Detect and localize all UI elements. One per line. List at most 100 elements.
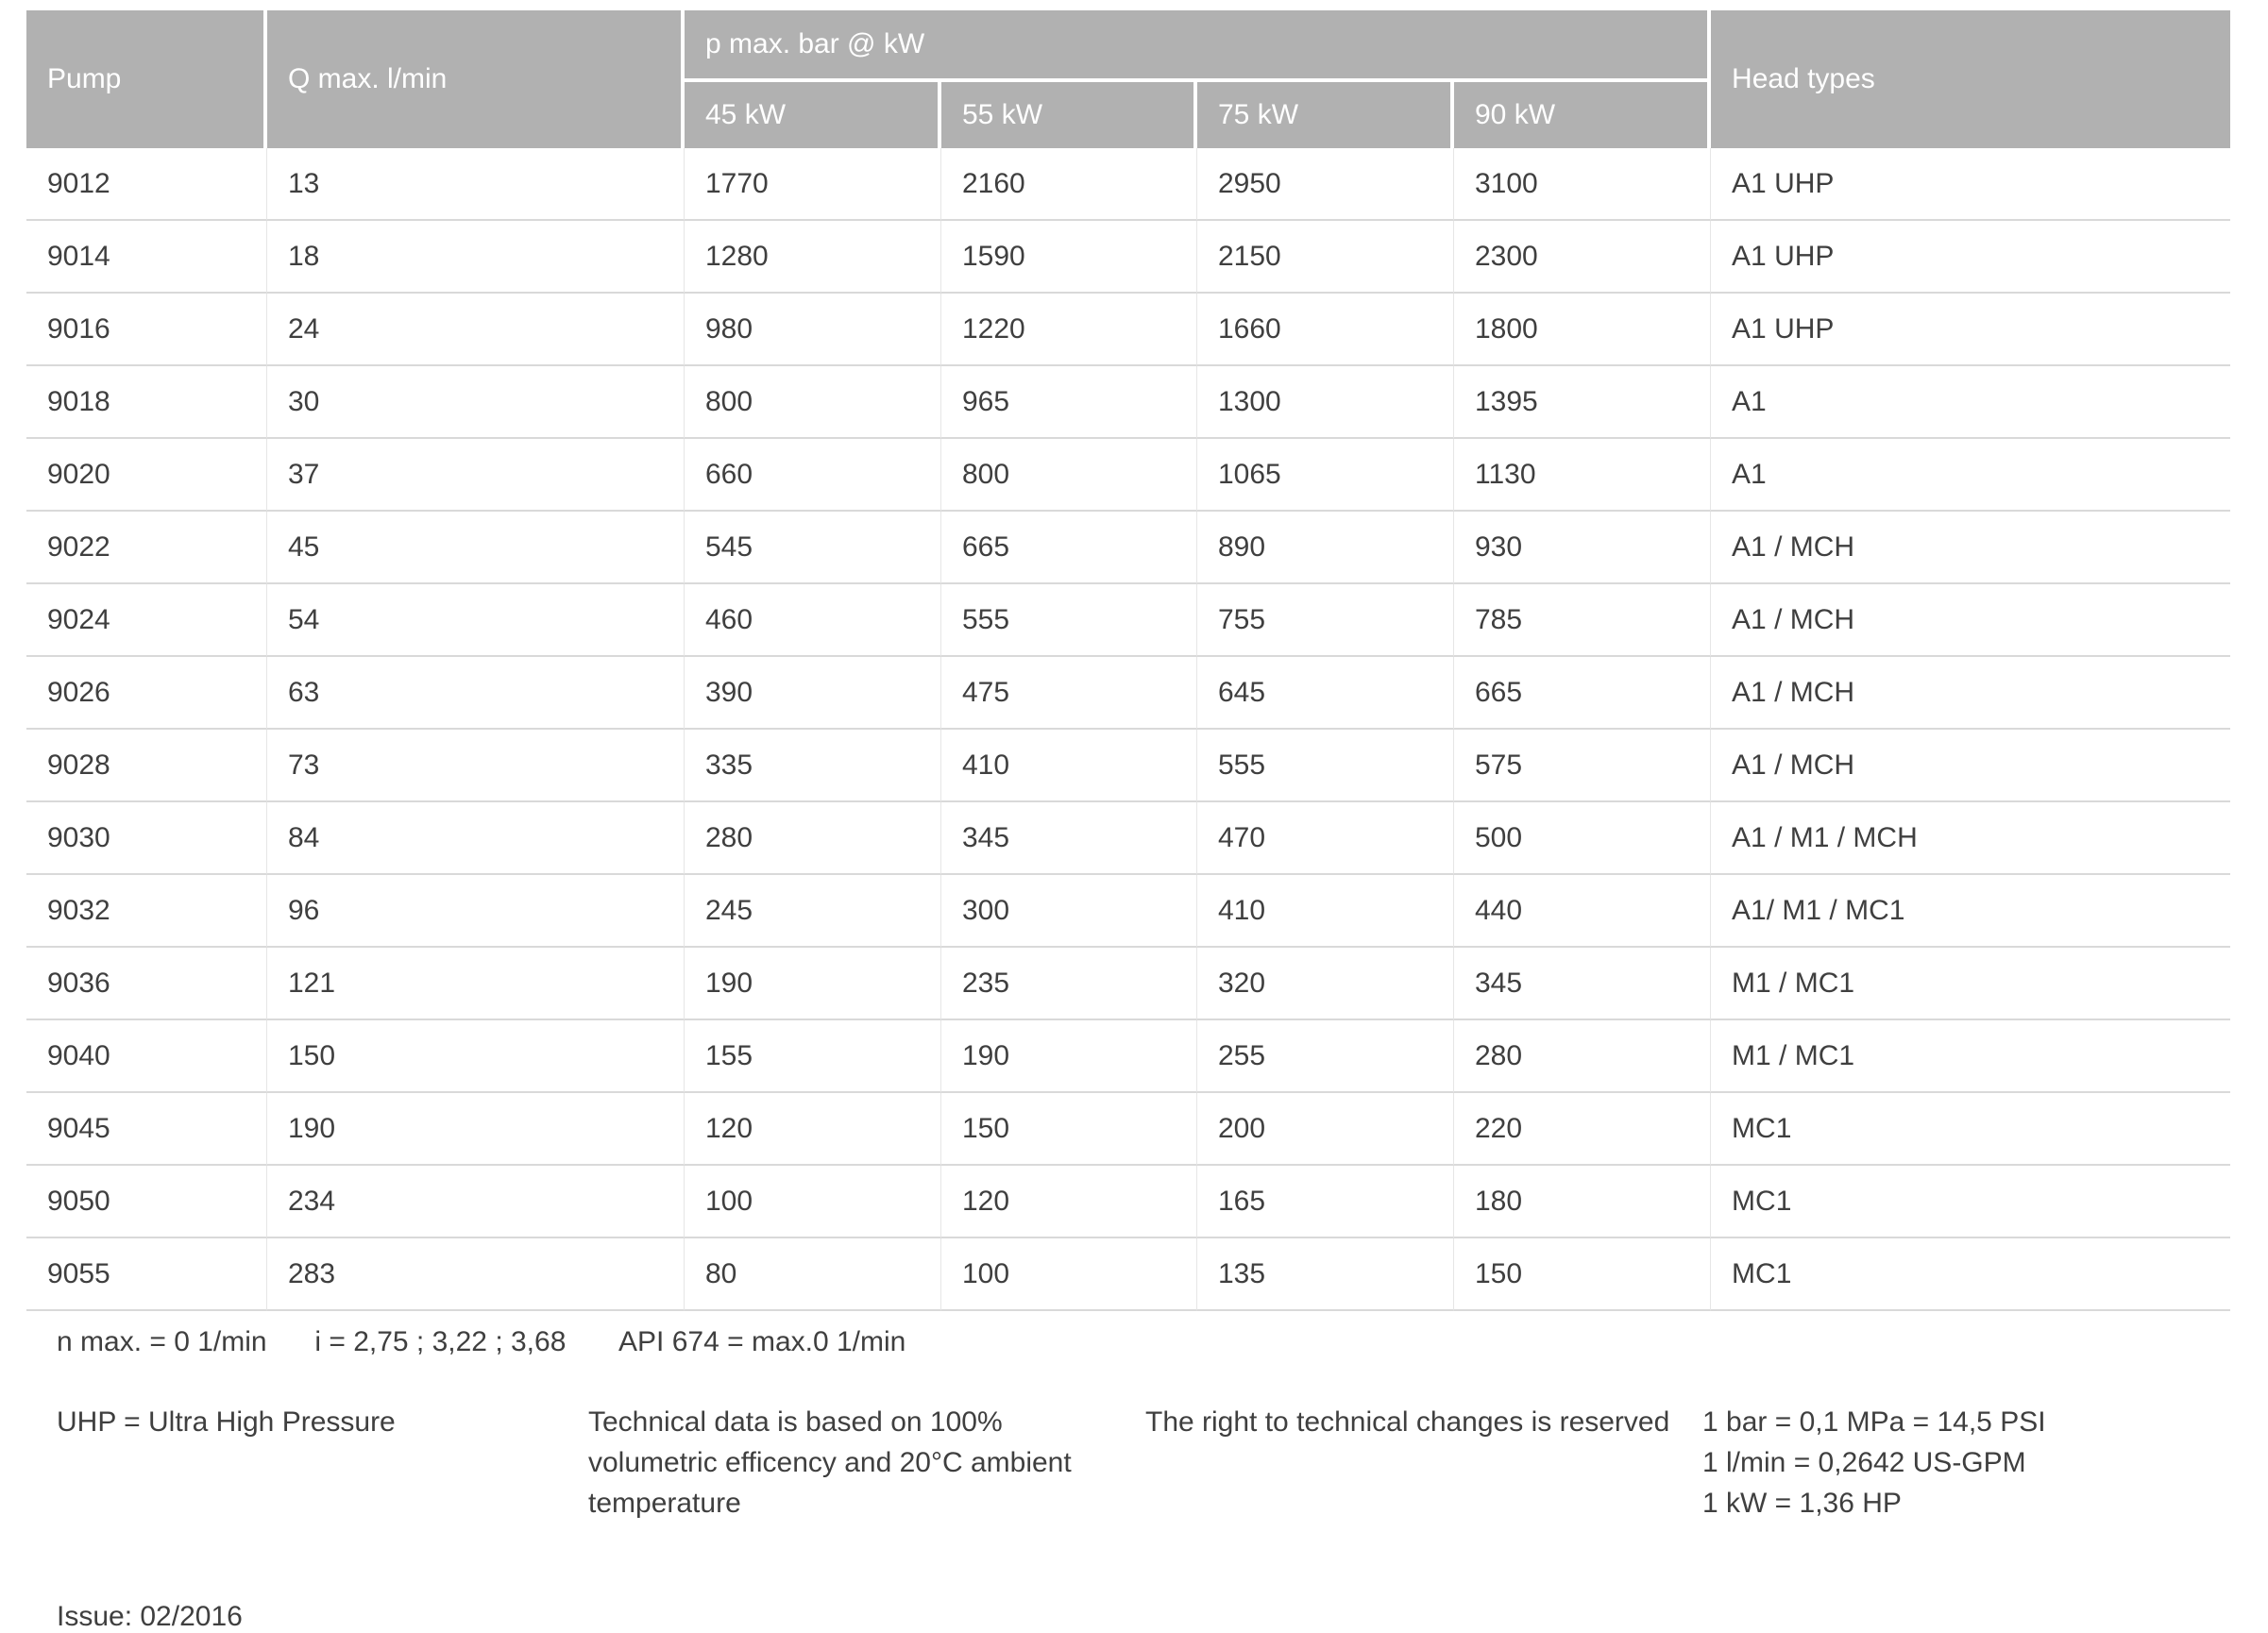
cell-kw90: 180 [1454, 1166, 1712, 1238]
cell-q: 190 [267, 1093, 685, 1166]
cell-q: 73 [267, 730, 685, 802]
cell-kw90: 345 [1454, 948, 1712, 1020]
cell-q: 13 [267, 148, 685, 221]
cell-kw55: 800 [941, 439, 1197, 512]
cell-kw90: 785 [1454, 584, 1712, 657]
cell-head: A1 / M1 / MCH [1711, 802, 2231, 875]
issue-label: Issue: 02/2016 [57, 1601, 243, 1632]
cell-kw55: 235 [941, 948, 1197, 1020]
cell-pump: 9045 [26, 1093, 267, 1166]
table-row: 9036 121 190 235 320 345 M1 / MC1 [26, 948, 2231, 1020]
cell-head: A1 / MCH [1711, 584, 2231, 657]
cell-kw55: 1590 [941, 221, 1197, 294]
cell-kw75: 2950 [1197, 148, 1454, 221]
cell-kw55: 300 [941, 875, 1197, 948]
table-row: 9050 234 100 120 165 180 MC1 [26, 1166, 2231, 1238]
cell-kw55: 555 [941, 584, 1197, 657]
cell-kw55: 2160 [941, 148, 1197, 221]
cell-kw45: 660 [685, 439, 941, 512]
header-90kw: 90 kW [1454, 82, 1712, 148]
conversion-kw: 1 kW = 1,36 HP [1702, 1488, 1902, 1519]
table-row: 9020 37 660 800 1065 1130 A1 [26, 439, 2231, 512]
cell-kw45: 120 [685, 1093, 941, 1166]
cell-kw90: 220 [1454, 1093, 1712, 1166]
table-row: 9022 45 545 665 890 930 A1 / MCH [26, 512, 2231, 584]
cell-kw45: 980 [685, 294, 941, 366]
cell-kw55: 965 [941, 366, 1197, 439]
table-body: 9012 13 1770 2160 2950 3100 A1 UHP 9014 18 1280 15… [26, 148, 2231, 1311]
cell-head: A1/ M1 / MC1 [1711, 875, 2231, 948]
cell-kw45: 390 [685, 657, 941, 730]
cell-q: 150 [267, 1020, 685, 1093]
cell-kw90: 280 [1454, 1020, 1712, 1093]
cell-kw75: 2150 [1197, 221, 1454, 294]
cell-pump: 9018 [26, 366, 267, 439]
cell-head: A1 / MCH [1711, 657, 2231, 730]
table-row: 9045 190 120 150 200 220 MC1 [26, 1093, 2231, 1166]
table-row: 9040 150 155 190 255 280 M1 / MC1 [26, 1020, 2231, 1093]
header-p-max-group: p max. bar @ kW [685, 10, 1712, 82]
cell-kw75: 200 [1197, 1093, 1454, 1166]
table-row: 9016 24 980 1220 1660 1800 A1 UHP [26, 294, 2231, 366]
cell-kw45: 460 [685, 584, 941, 657]
cell-q: 84 [267, 802, 685, 875]
note-rights: The right to technical changes is reserv… [1145, 1406, 1670, 1438]
table-row: 9012 13 1770 2160 2950 3100 A1 UHP [26, 148, 2231, 221]
conversion-bar: 1 bar = 0,1 MPa = 14,5 PSI [1702, 1406, 2046, 1438]
note-i-ratios: i = 2,75 ; 3,22 ; 3,68 [314, 1326, 567, 1357]
cell-kw75: 1065 [1197, 439, 1454, 512]
cell-kw90: 665 [1454, 657, 1712, 730]
cell-kw55: 475 [941, 657, 1197, 730]
cell-kw75: 135 [1197, 1238, 1454, 1311]
cell-kw45: 280 [685, 802, 941, 875]
note-technical: Technical data is based on 100% volumetr… [588, 1406, 1072, 1519]
cell-kw90: 2300 [1454, 221, 1712, 294]
table-row: 9024 54 460 555 755 785 A1 / MCH [26, 584, 2231, 657]
cell-q: 37 [267, 439, 685, 512]
cell-kw90: 1130 [1454, 439, 1712, 512]
cell-kw75: 165 [1197, 1166, 1454, 1238]
cell-q: 45 [267, 512, 685, 584]
cell-kw75: 470 [1197, 802, 1454, 875]
cell-kw75: 255 [1197, 1020, 1454, 1093]
cell-kw55: 1220 [941, 294, 1197, 366]
cell-kw90: 500 [1454, 802, 1712, 875]
cell-kw45: 1280 [685, 221, 941, 294]
pump-spec-table: Pump Q max. l/min p max. bar @ kW Head t… [26, 10, 2231, 1311]
cell-pump: 9022 [26, 512, 267, 584]
cell-q: 96 [267, 875, 685, 948]
table-header: Pump Q max. l/min p max. bar @ kW Head t… [26, 10, 2231, 148]
table-row: 9026 63 390 475 645 665 A1 / MCH [26, 657, 2231, 730]
note-conversions: 1 bar = 0,1 MPa = 14,5 PSI 1 l/min = 0,2… [1702, 1402, 2230, 1524]
cell-head: A1 UHP [1711, 148, 2231, 221]
cell-pump: 9050 [26, 1166, 267, 1238]
table-row: 9032 96 245 300 410 440 A1/ M1 / MC1 [26, 875, 2231, 948]
cell-head: A1 / MCH [1711, 730, 2231, 802]
cell-q: 121 [267, 948, 685, 1020]
cell-kw55: 665 [941, 512, 1197, 584]
cell-head: MC1 [1711, 1238, 2231, 1311]
cell-kw90: 930 [1454, 512, 1712, 584]
cell-pump: 9030 [26, 802, 267, 875]
cell-kw55: 150 [941, 1093, 1197, 1166]
header-q-max: Q max. l/min [267, 10, 685, 148]
cell-kw75: 645 [1197, 657, 1454, 730]
cell-kw55: 120 [941, 1166, 1197, 1238]
cell-kw45: 545 [685, 512, 941, 584]
cell-kw45: 155 [685, 1020, 941, 1093]
cell-kw90: 1800 [1454, 294, 1712, 366]
cell-head: M1 / MC1 [1711, 1020, 2231, 1093]
cell-head: MC1 [1711, 1093, 2231, 1166]
cell-head: A1 UHP [1711, 221, 2231, 294]
cell-head: A1 [1711, 439, 2231, 512]
cell-q: 283 [267, 1238, 685, 1311]
cell-kw45: 335 [685, 730, 941, 802]
note-n-max: n max. = 0 1/min [57, 1326, 267, 1357]
conversion-lmin: 1 l/min = 0,2642 US-GPM [1702, 1447, 2026, 1478]
cell-kw90: 150 [1454, 1238, 1712, 1311]
cell-kw45: 190 [685, 948, 941, 1020]
cell-pump: 9032 [26, 875, 267, 948]
header-75kw: 75 kW [1197, 82, 1454, 148]
cell-head: A1 / MCH [1711, 512, 2231, 584]
